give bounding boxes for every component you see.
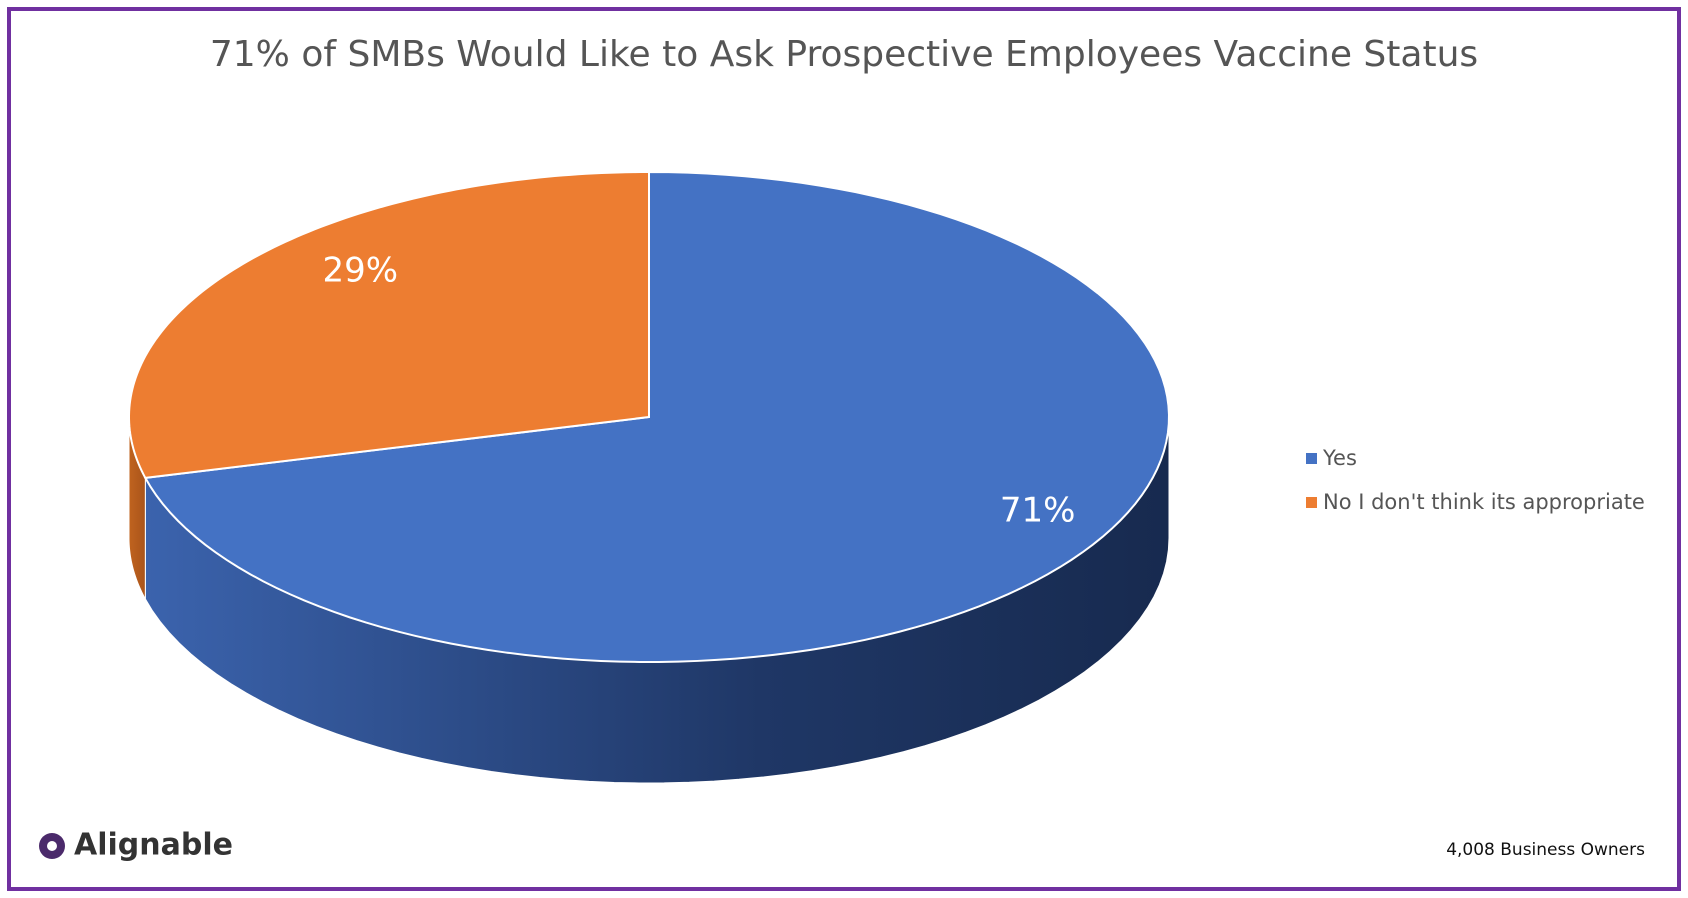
brand-logo: Alignable	[39, 828, 233, 863]
legend-swatch	[1306, 497, 1317, 508]
legend-swatch	[1306, 453, 1317, 464]
legend-label: Yes	[1322, 446, 1357, 470]
note: 4,008 Business Owners	[1446, 840, 1645, 860]
data-label: 29%	[323, 250, 399, 290]
legend-label: No I don't think its appropriate	[1323, 490, 1645, 514]
chart-title: 71% of SMBs Would Like to Ask Prospectiv…	[210, 34, 1478, 75]
brand: Alignable	[74, 828, 233, 863]
data-label: 71%	[1000, 491, 1076, 531]
pie-slice	[128, 170, 650, 480]
pie-slice	[143, 170, 1170, 663]
